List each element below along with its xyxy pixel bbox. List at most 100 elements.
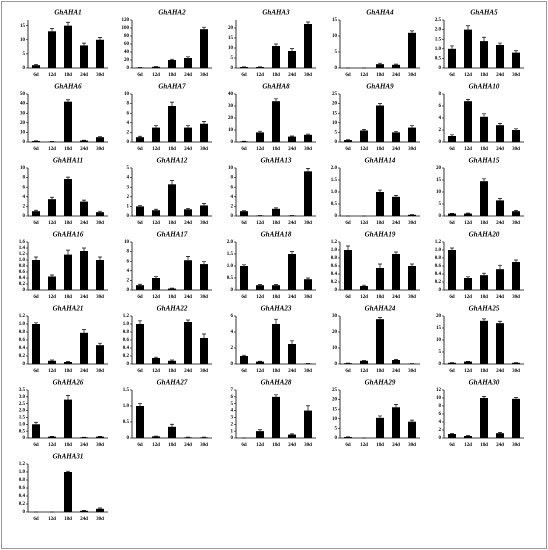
y-tick-label: 5 bbox=[127, 166, 130, 171]
error-bar bbox=[170, 423, 174, 427]
y-tick-label: 0 bbox=[231, 140, 234, 145]
x-tick-label: 30d bbox=[304, 147, 312, 152]
y-tick-label: 20 bbox=[332, 398, 338, 403]
x-tick-label: 30d bbox=[408, 295, 416, 300]
bar bbox=[448, 136, 456, 142]
bar bbox=[96, 260, 104, 290]
y-tick-label: 2 bbox=[127, 195, 130, 200]
bar bbox=[464, 361, 472, 364]
x-tick-label: 12d bbox=[48, 517, 56, 522]
x-tick-label: 18d bbox=[64, 147, 72, 152]
bar bbox=[168, 426, 176, 438]
y-tick-label: 1.5 bbox=[123, 388, 130, 393]
x-tick-label: 6d bbox=[241, 295, 247, 300]
y-tick-label: 15 bbox=[436, 326, 442, 331]
bar bbox=[496, 433, 504, 438]
error-bar bbox=[98, 342, 102, 346]
bar bbox=[288, 434, 296, 438]
y-tick-label: 8 bbox=[23, 176, 26, 181]
error-bar bbox=[242, 354, 246, 356]
x-tick-label: 6d bbox=[137, 443, 143, 448]
error-bar bbox=[170, 359, 174, 361]
y-tick-label: 0.6 bbox=[331, 264, 338, 269]
bar bbox=[496, 44, 504, 68]
x-tick-label: 6d bbox=[33, 295, 39, 300]
error-bar bbox=[274, 43, 278, 46]
x-tick-label: 12d bbox=[360, 73, 368, 78]
chart-title: GhAHA31 bbox=[53, 453, 84, 461]
y-tick-label: 2 bbox=[231, 346, 234, 351]
bar bbox=[464, 436, 472, 438]
bar bbox=[360, 360, 368, 364]
y-tick-label: 0.8 bbox=[19, 264, 26, 269]
x-tick-label: 6d bbox=[241, 73, 247, 78]
y-tick-label: 0.5 bbox=[331, 202, 338, 207]
x-tick-label: 24d bbox=[80, 73, 88, 78]
bar bbox=[408, 214, 416, 216]
bar bbox=[272, 208, 280, 216]
bar bbox=[32, 141, 40, 142]
bar bbox=[480, 181, 488, 216]
x-tick-label: 24d bbox=[184, 443, 192, 448]
y-tick-label: 1.2 bbox=[331, 240, 338, 245]
x-tick-label: 24d bbox=[184, 295, 192, 300]
y-tick-label: 0 bbox=[231, 288, 234, 293]
y-tick-label: 20 bbox=[228, 26, 234, 31]
y-tick-label: 6 bbox=[231, 314, 234, 319]
y-tick-label: 0.8 bbox=[331, 256, 338, 261]
bar bbox=[96, 436, 104, 438]
error-bar bbox=[82, 199, 86, 202]
y-tick-label: 20 bbox=[228, 116, 234, 121]
x-tick-label: 6d bbox=[33, 73, 39, 78]
bar bbox=[240, 141, 248, 142]
error-bar bbox=[482, 318, 486, 321]
x-tick-label: 12d bbox=[48, 295, 56, 300]
bar bbox=[48, 31, 56, 68]
error-bar bbox=[498, 198, 502, 201]
y-tick-label: 4 bbox=[439, 116, 442, 121]
y-tick-label: 7 bbox=[231, 388, 234, 393]
error-bar bbox=[66, 21, 70, 26]
x-tick-label: 30d bbox=[96, 443, 104, 448]
bar bbox=[360, 286, 368, 290]
error-bar bbox=[378, 189, 382, 192]
bar bbox=[168, 106, 176, 142]
bar bbox=[272, 285, 280, 290]
error-bar bbox=[482, 178, 486, 182]
bar bbox=[136, 324, 144, 364]
x-tick-label: 6d bbox=[33, 369, 39, 374]
x-tick-label: 12d bbox=[256, 295, 264, 300]
x-tick-label: 6d bbox=[241, 369, 247, 374]
y-tick-label: 4 bbox=[127, 269, 130, 274]
x-tick-label: 18d bbox=[480, 73, 488, 78]
bar bbox=[392, 254, 400, 290]
y-tick-label: 3 bbox=[127, 185, 130, 190]
error-bar bbox=[154, 356, 158, 358]
error-bar bbox=[66, 99, 70, 102]
y-tick-label: 0 bbox=[335, 362, 338, 367]
error-bar bbox=[514, 397, 518, 399]
error-bar bbox=[362, 129, 366, 131]
chart-title: GhAHA2 bbox=[158, 9, 186, 17]
error-bar bbox=[154, 125, 158, 128]
y-tick-label: 1.0 bbox=[435, 248, 442, 253]
bar bbox=[152, 358, 160, 364]
error-bar bbox=[170, 180, 174, 185]
y-tick-label: 50 bbox=[20, 92, 26, 97]
y-tick-label: 60 bbox=[124, 42, 130, 47]
error-bar bbox=[514, 50, 518, 53]
error-bar bbox=[498, 42, 502, 45]
y-tick-label: 120 bbox=[122, 18, 130, 23]
y-tick-label: 1.2 bbox=[19, 462, 26, 467]
error-bar bbox=[98, 37, 102, 40]
bar bbox=[184, 260, 192, 290]
error-bar bbox=[450, 247, 454, 250]
x-tick-label: 24d bbox=[392, 73, 400, 78]
bar bbox=[152, 278, 160, 290]
y-tick-label: 2 bbox=[439, 128, 442, 133]
x-tick-label: 30d bbox=[408, 73, 416, 78]
y-tick-label: 1.5 bbox=[331, 178, 338, 183]
y-tick-label: 6 bbox=[439, 104, 442, 109]
y-tick-label: 2 bbox=[231, 422, 234, 427]
error-bar bbox=[50, 274, 54, 277]
